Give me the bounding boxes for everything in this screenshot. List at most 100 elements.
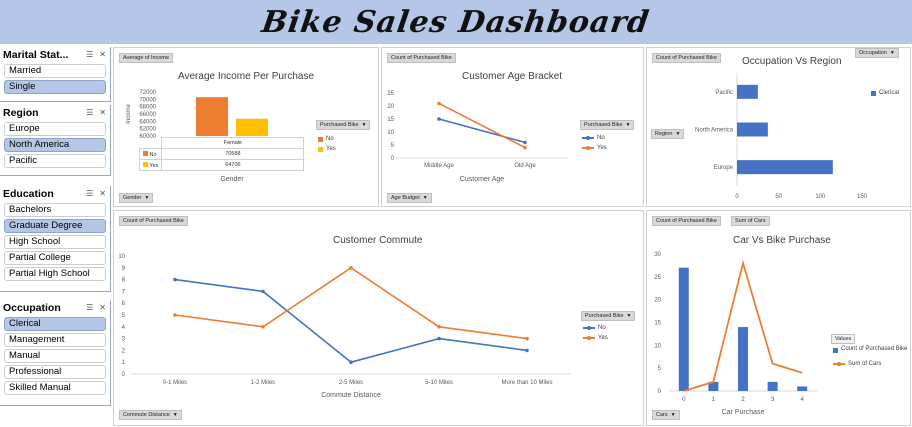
- region-filter-chip[interactable]: Region ▼: [651, 129, 685, 139]
- slicer-item-partial-high-school[interactable]: Partial High School: [4, 267, 106, 281]
- cars-value-chip-2[interactable]: Sum of Cars: [731, 216, 770, 226]
- slicer-item-north-america[interactable]: North America: [4, 138, 106, 152]
- y-tick-label: 66000: [139, 112, 156, 118]
- commute-purchased-chip[interactable]: Purchased Bike ▼: [581, 311, 636, 321]
- y-tick-label: 10: [387, 130, 394, 136]
- data-point: [173, 313, 177, 317]
- legend-item: Sum of Cars: [833, 359, 911, 369]
- data-point: [261, 325, 265, 329]
- y-tick-label: 5: [122, 313, 126, 319]
- y-tick-label: 7: [122, 289, 126, 295]
- x-tick-label: 3: [771, 397, 775, 403]
- legend-swatch: [833, 361, 845, 366]
- occ-legend: Clerical: [871, 88, 899, 98]
- table-header: Female: [161, 137, 305, 149]
- slicer-item-clerical[interactable]: Clerical: [4, 317, 106, 331]
- commute-distance-chip[interactable]: Commute Distance ▼: [119, 410, 182, 420]
- income-data-table: Female No 70588 Yes 64706: [138, 137, 305, 171]
- cars-value-chip-1[interactable]: Count of Purchased Bike: [652, 216, 721, 226]
- marital-slicer-title: Marital Stat...: [3, 49, 69, 61]
- income-value-chip[interactable]: Average of Income: [119, 53, 174, 63]
- y-tick-label: 4: [122, 325, 126, 331]
- occupation-filter-chip[interactable]: Occupation ▼: [855, 48, 899, 58]
- slicer-item-bachelors[interactable]: Bachelors: [4, 203, 106, 217]
- x-axis-title: Commute Distance: [321, 392, 381, 399]
- y-tick-label: 15: [654, 321, 661, 327]
- purchased-bike-chip[interactable]: Purchased Bike ▼: [316, 120, 371, 130]
- slicer-item-europe[interactable]: Europe: [4, 122, 106, 136]
- slicer-item-professional[interactable]: Professional: [4, 365, 106, 379]
- y-tick-label: 20: [387, 104, 394, 110]
- age-value-chip[interactable]: Count of Purchased Bike: [387, 53, 456, 63]
- gender-filter-chip[interactable]: Gender ▼: [119, 193, 154, 203]
- clear-filter-icon[interactable]: ✕: [99, 50, 106, 59]
- multi-select-icon[interactable]: ☰: [86, 189, 94, 198]
- bar-cars-4: [797, 386, 808, 391]
- y-tick-label: 10: [118, 254, 125, 260]
- y-tick-label: 68000: [139, 105, 156, 111]
- y-tick-label: 0: [391, 156, 395, 162]
- y-tick-label: 3: [122, 337, 126, 343]
- bar-no: [196, 97, 228, 136]
- age-chart-title: Customer Age Bracket: [462, 71, 563, 82]
- commute-chart: 0 1 2 3 4 5 6 7 8 9 10 0-1 Miles 1-2 Miles 2-5 Miles 5…: [118, 254, 571, 399]
- y-tick-label: 8: [122, 278, 126, 284]
- x-tick-label: 5-10 Miles: [425, 380, 453, 386]
- slicer-item-skilled-manual[interactable]: Skilled Manual: [4, 381, 106, 395]
- data-point: [349, 360, 353, 364]
- y-tick-label: 5: [658, 366, 662, 372]
- bar-north-america: [737, 122, 768, 137]
- slicer-item-partial-college[interactable]: Partial College: [4, 251, 106, 265]
- occ-value-chip[interactable]: Count of Purchased Bike: [652, 53, 721, 63]
- x-tick-label: 2-5 Miles: [339, 380, 363, 386]
- commute-legend: No Yes: [583, 323, 608, 343]
- x-tick-label: 1-2 Miles: [251, 380, 275, 386]
- slicer-item-graduate-degree[interactable]: Graduate Degree: [4, 219, 106, 233]
- slicer-item-single[interactable]: Single: [4, 80, 106, 94]
- age-legend: No Yes: [582, 133, 607, 153]
- y-axis-title: Income: [126, 104, 132, 124]
- slicer-item-high-school[interactable]: High School: [4, 235, 106, 249]
- legend-item: Yes: [583, 333, 608, 343]
- x-tick-label: 0: [735, 194, 739, 200]
- clear-filter-icon[interactable]: ✕: [99, 108, 106, 117]
- x-tick-label: 4: [801, 397, 805, 403]
- y-tick-label: 60000: [139, 134, 156, 140]
- data-point: [437, 336, 441, 341]
- y-tick-label: 0: [122, 372, 126, 378]
- multi-select-icon[interactable]: ☰: [86, 108, 94, 117]
- slicer-item-pacific[interactable]: Pacific: [4, 154, 106, 168]
- age-purchased-chip[interactable]: Purchased Bike ▼: [580, 120, 635, 130]
- clear-filter-icon[interactable]: ✕: [99, 189, 106, 198]
- age-chart-panel: Count of Purchased Bike Customer Age Bra…: [381, 47, 644, 207]
- y-tick-label: Europe: [714, 165, 734, 171]
- education-slicer-title: Education: [3, 188, 54, 200]
- education-slicer-header: Education ☰ ✕: [0, 186, 110, 202]
- commute-value-chip[interactable]: Count of Purchased Bike: [119, 216, 188, 226]
- bar-europe: [737, 160, 833, 175]
- data-point: [173, 277, 177, 282]
- legend-item: Clerical: [871, 88, 899, 98]
- occupation-region-panel: Count of Purchased Bike Occupation ▼ Occu…: [646, 47, 911, 207]
- x-tick-label: 100: [815, 194, 826, 200]
- legend-swatch: [318, 146, 323, 152]
- age-bracket-chip[interactable]: Age Budget ▼: [387, 193, 432, 203]
- slicer-item-manual[interactable]: Manual: [4, 349, 106, 363]
- y-tick-label: Pacific: [715, 90, 733, 96]
- series-line-no: [438, 118, 526, 144]
- x-tick-label: 0: [682, 397, 686, 403]
- slicer-item-management[interactable]: Management: [4, 333, 106, 347]
- income-legend: No Yes: [318, 134, 336, 154]
- y-tick-label: 5: [391, 143, 395, 149]
- clear-filter-icon[interactable]: ✕: [99, 303, 106, 312]
- series-line-sum-of-cars: [683, 259, 803, 392]
- multi-select-icon[interactable]: ☰: [86, 50, 94, 59]
- multi-select-icon[interactable]: ☰: [86, 303, 94, 312]
- y-tick-label: 15: [387, 117, 394, 123]
- x-tick-label: 50: [775, 194, 782, 200]
- legend-swatch: [318, 136, 323, 142]
- slicer-item-married[interactable]: Married: [4, 64, 106, 78]
- cars-filter-chip[interactable]: Cars ▼: [652, 410, 680, 420]
- car-bike-chart: 0 5 10 15 20 25 30 0 1 2 3 4 Car Purchase: [654, 252, 817, 416]
- y-tick-label: 25: [654, 275, 661, 281]
